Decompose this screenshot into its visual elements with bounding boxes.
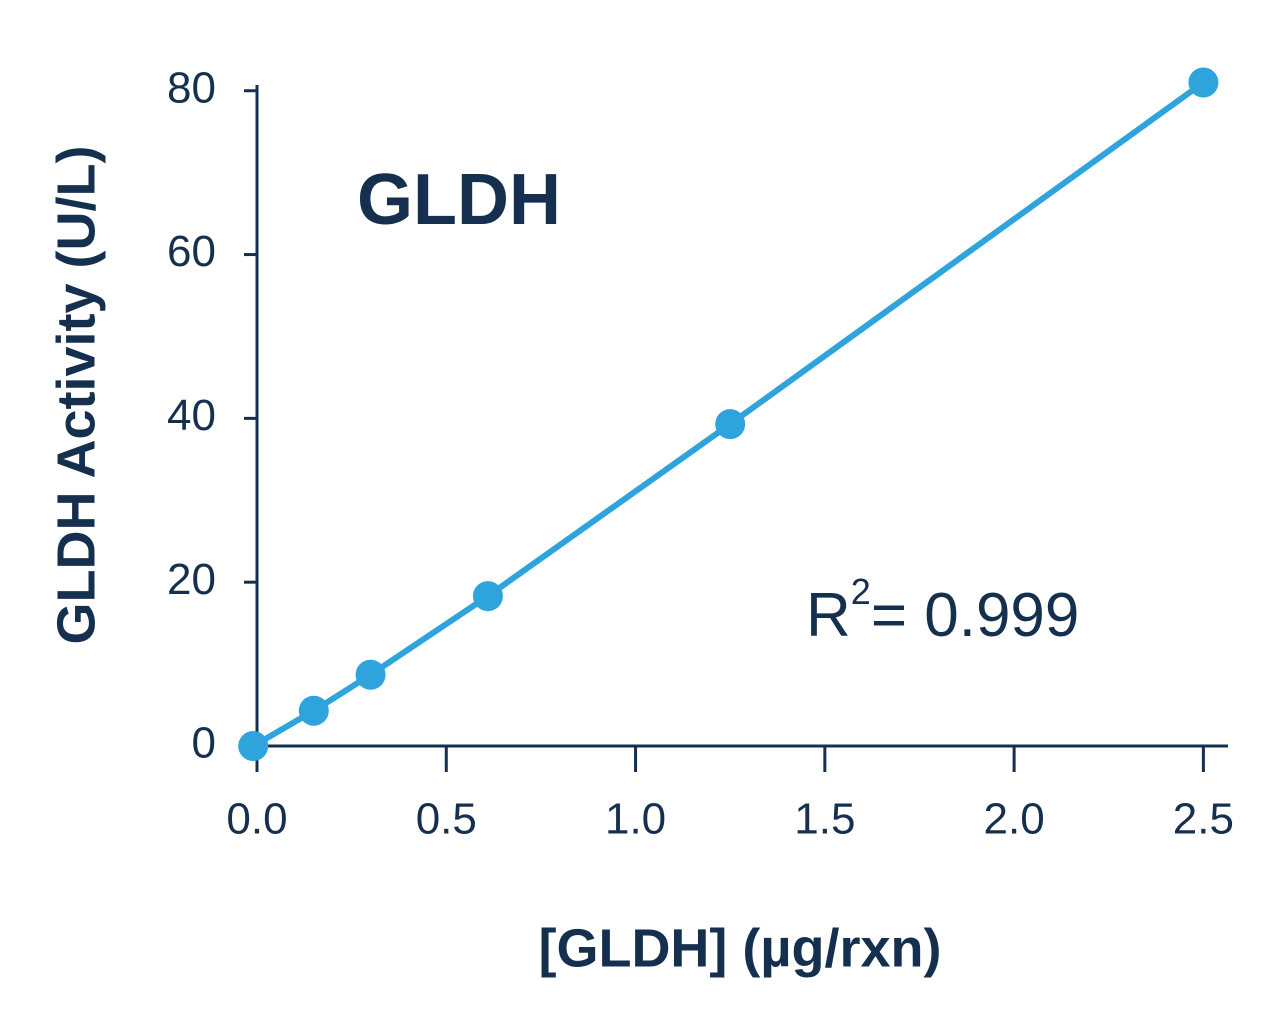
y-tick-label: 40 [167, 391, 216, 440]
x-tick-label: 1.5 [794, 795, 855, 844]
y-axis-title: GLDH Activity (U/L) [46, 146, 106, 645]
x-tick-label: 2.0 [984, 795, 1045, 844]
annotation-rest: = 0.999 [871, 581, 1080, 650]
x-tick-label: 1.0 [605, 795, 666, 844]
y-tick-label: 0 [192, 719, 216, 768]
annotation-superscript: 2 [851, 571, 871, 612]
data-point [715, 409, 746, 440]
data-point [298, 695, 329, 726]
x-axis-title: [GLDH] (µg/rxn) [538, 918, 941, 978]
y-tick-label: 60 [167, 227, 216, 276]
data-point [355, 659, 386, 690]
x-tick-label: 2.5 [1173, 795, 1234, 844]
annotation: R2= 0.999 [806, 571, 1079, 651]
x-tick-label: 0.0 [226, 795, 287, 844]
x-tick-label: 0.5 [416, 795, 477, 844]
chart-title: GLDH [357, 160, 561, 240]
data-point [238, 731, 269, 761]
y-tick-label: 20 [167, 555, 216, 604]
data-point [1188, 67, 1219, 98]
y-tick-label: 80 [167, 63, 216, 112]
annotation-text: R [806, 581, 851, 650]
data-point [472, 581, 503, 612]
